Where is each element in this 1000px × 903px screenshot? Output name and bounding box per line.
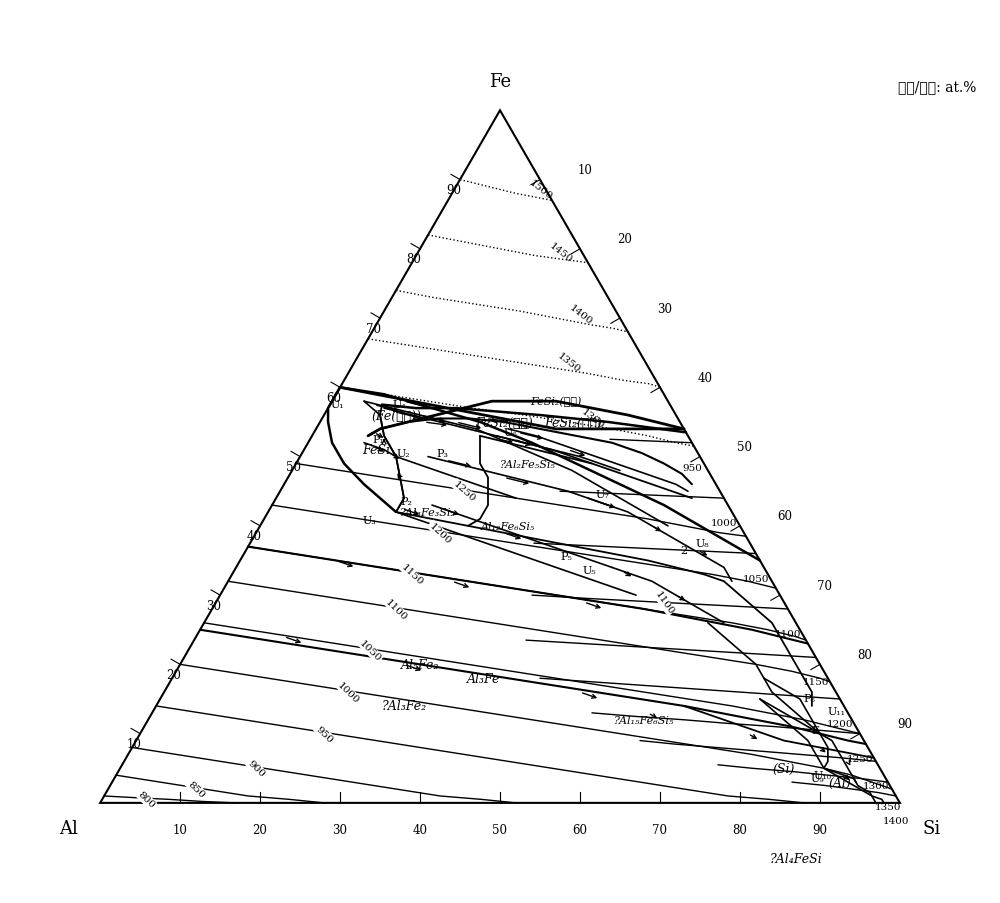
Text: 30: 30	[206, 599, 221, 612]
Text: ?Al₂Fe₅Si₅: ?Al₂Fe₅Si₅	[500, 459, 556, 469]
Text: 950: 950	[682, 463, 702, 472]
Text: 60: 60	[326, 391, 341, 405]
Text: 1050: 1050	[358, 638, 383, 663]
Text: U₃: U₃	[362, 516, 376, 526]
Text: 30: 30	[657, 303, 672, 315]
Text: 50: 50	[492, 823, 507, 836]
Text: 1050: 1050	[743, 574, 769, 583]
Text: 30: 30	[333, 823, 348, 836]
Text: P₄: P₄	[516, 421, 528, 431]
Text: Al₅Fe₂: Al₅Fe₂	[401, 658, 439, 671]
Text: 1000: 1000	[711, 518, 737, 527]
Text: (Fe(高温)): (Fe(高温))	[371, 409, 421, 422]
Text: 1250: 1250	[451, 479, 477, 504]
Text: 1100: 1100	[653, 589, 675, 616]
Text: 1300: 1300	[580, 407, 606, 430]
Text: ?Al₄FeSi: ?Al₄FeSi	[770, 852, 822, 865]
Text: U₁₁: U₁₁	[828, 706, 846, 716]
Text: 80: 80	[406, 253, 421, 266]
Text: U₁: U₁	[330, 400, 344, 410]
Text: 10: 10	[127, 738, 141, 750]
Text: 20: 20	[167, 668, 181, 681]
Text: 1200: 1200	[427, 521, 453, 545]
Text: 1350: 1350	[875, 802, 901, 811]
Text: U₈: U₈	[696, 538, 710, 548]
Text: 1300: 1300	[863, 781, 889, 790]
Text: 40: 40	[246, 530, 261, 543]
Text: 70: 70	[366, 322, 381, 335]
Text: 50: 50	[286, 461, 301, 473]
Text: 10: 10	[577, 163, 592, 177]
Text: 90: 90	[897, 717, 912, 731]
Text: 1150: 1150	[399, 563, 425, 587]
Text: 40: 40	[697, 371, 712, 385]
Text: 90: 90	[446, 184, 461, 197]
Text: U₂: U₂	[396, 448, 410, 458]
Text: E: E	[812, 725, 820, 735]
Text: 90: 90	[812, 823, 827, 836]
Text: P₅: P₅	[560, 552, 572, 562]
Text: U₉: U₉	[810, 773, 824, 783]
Text: 70: 70	[652, 823, 667, 836]
Text: 20: 20	[617, 233, 632, 246]
Text: 850: 850	[186, 779, 206, 799]
Text: P₆: P₆	[804, 694, 816, 703]
Text: 80: 80	[732, 823, 747, 836]
Text: Fe: Fe	[489, 73, 511, 91]
Text: U₄: U₄	[392, 400, 406, 410]
Text: FeSi₂(高温): FeSi₂(高温)	[475, 416, 533, 429]
Text: 1250: 1250	[847, 754, 873, 763]
Text: 1500: 1500	[528, 179, 554, 202]
Text: 10: 10	[173, 823, 188, 836]
Text: P₁: P₁	[372, 434, 384, 444]
Text: 1350: 1350	[556, 351, 582, 375]
Text: (Al): (Al)	[829, 776, 851, 788]
Text: Si: Si	[923, 819, 941, 837]
Text: 1450: 1450	[548, 241, 574, 265]
Text: 2: 2	[680, 545, 687, 555]
Text: 1400: 1400	[883, 816, 909, 825]
Text: P₃: P₃	[436, 448, 448, 458]
Text: U₇: U₇	[596, 489, 610, 499]
Text: FeSi₂(高温): FeSi₂(高温)	[530, 396, 582, 407]
Text: 1000: 1000	[335, 680, 361, 704]
Text: 1200: 1200	[827, 719, 853, 728]
Text: 60: 60	[777, 510, 792, 523]
Text: U₅: U₅	[582, 565, 596, 576]
Text: P₂: P₂	[400, 497, 412, 507]
Text: 50: 50	[737, 441, 752, 453]
Text: 1150: 1150	[803, 677, 829, 686]
Text: 800: 800	[136, 789, 156, 810]
Text: Al: Al	[59, 819, 78, 837]
Text: 950: 950	[314, 723, 334, 744]
Text: 40: 40	[413, 823, 428, 836]
Text: ?Al₁₅Fe₆Si₅: ?Al₁₅Fe₆Si₅	[614, 715, 674, 725]
Text: FeSi: FeSi	[362, 443, 390, 457]
Text: 70: 70	[817, 579, 832, 592]
Text: U₆: U₆	[504, 427, 518, 437]
Text: 数据/刻度: at.%: 数据/刻度: at.%	[898, 80, 976, 95]
Text: 1100: 1100	[383, 597, 409, 621]
Text: FeSi₂(高温): FeSi₂(高温)	[544, 416, 602, 429]
Text: (Si): (Si)	[773, 762, 795, 775]
Text: 900: 900	[246, 759, 266, 778]
Text: 20: 20	[253, 823, 268, 836]
Text: 60: 60	[572, 823, 587, 836]
Text: 1400: 1400	[568, 303, 594, 326]
Text: Al₁₂Fe₆Si₅: Al₁₂Fe₆Si₅	[481, 521, 535, 531]
Text: ?Al₃Fe₂: ?Al₃Fe₂	[381, 700, 427, 712]
Text: Al₃Fe: Al₃Fe	[467, 672, 501, 685]
Text: 1100: 1100	[775, 629, 801, 638]
Text: U₁₀: U₁₀	[814, 769, 832, 780]
Text: ?Al₃Fe₃Si₂: ?Al₃Fe₃Si₂	[400, 507, 456, 517]
Text: 80: 80	[857, 648, 872, 661]
